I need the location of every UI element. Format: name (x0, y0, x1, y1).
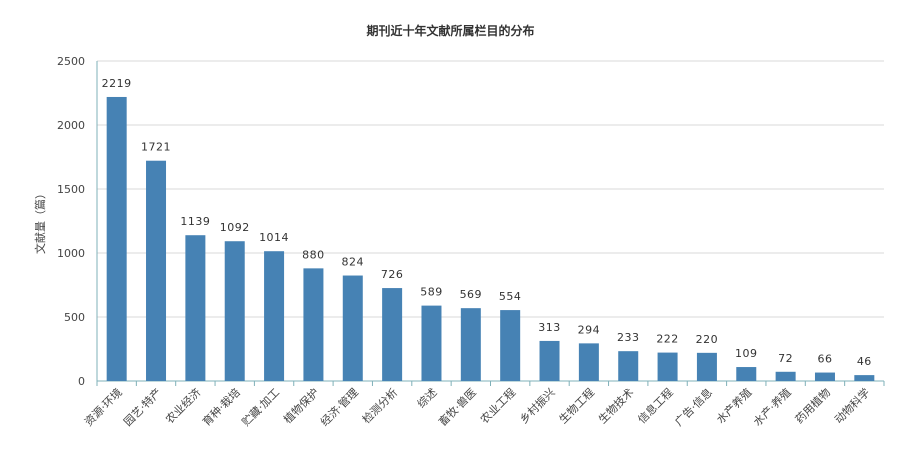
bar[interactable] (696, 352, 717, 381)
x-tick-label: 广告·信息 (672, 385, 715, 428)
data-label: 1014 (259, 231, 289, 244)
x-tick-label: 生物工程 (556, 385, 597, 426)
x-tick-label: 植物保护 (281, 385, 322, 426)
bar[interactable] (342, 275, 363, 381)
chart-title: 期刊近十年文献所属栏目的分布 (366, 24, 535, 38)
bar[interactable] (185, 235, 206, 381)
x-tick-label: 农业经济 (162, 385, 203, 426)
bar[interactable] (106, 96, 127, 381)
data-label: 569 (460, 288, 483, 301)
data-label: 233 (617, 331, 640, 344)
bar[interactable] (854, 375, 875, 381)
data-label: 109 (735, 347, 758, 360)
x-tick-label: 信息工程 (635, 385, 676, 426)
data-label: 72 (778, 352, 793, 365)
x-tick-label: 乡村振兴 (517, 385, 558, 426)
x-tick-label: 水产养殖 (713, 385, 754, 426)
bar[interactable] (303, 268, 324, 381)
data-label: 880 (302, 248, 325, 261)
bar[interactable] (146, 160, 167, 381)
bar[interactable] (224, 241, 245, 381)
x-tick-label: 资源·环境 (81, 385, 124, 428)
bar[interactable] (500, 310, 521, 381)
bar[interactable] (264, 251, 285, 381)
x-tick-label: 综述 (414, 385, 439, 410)
x-tick-label: 水产·养殖 (750, 385, 793, 428)
bar[interactable] (539, 340, 560, 381)
bar[interactable] (775, 371, 796, 381)
y-tick-label: 1500 (57, 183, 85, 196)
data-label: 222 (656, 333, 679, 346)
y-tick-label: 500 (64, 311, 85, 324)
data-label: 824 (342, 256, 365, 269)
x-tick-label: 畜牧·兽医 (435, 385, 478, 428)
data-label: 726 (381, 268, 404, 281)
data-label: 46 (857, 355, 872, 368)
y-tick-label: 1000 (57, 247, 85, 260)
bar[interactable] (460, 308, 481, 381)
x-tick-label: 生物技术 (595, 385, 636, 426)
x-tick-label: 药用植物 (792, 385, 833, 426)
data-label: 1092 (220, 221, 250, 234)
bar[interactable] (578, 343, 599, 381)
y-tick-label: 2000 (57, 119, 85, 132)
data-label: 66 (817, 353, 832, 366)
data-label: 589 (420, 286, 443, 299)
y-axis-title: 文献量（篇） (33, 188, 47, 254)
y-tick-label: 0 (78, 375, 85, 388)
data-label: 1139 (180, 215, 210, 228)
bar[interactable] (736, 367, 757, 381)
data-label: 2219 (102, 77, 132, 90)
data-label: 220 (696, 333, 719, 346)
bar[interactable] (657, 352, 678, 381)
x-tick-label: 检测分析 (359, 385, 400, 426)
bar[interactable] (421, 305, 442, 381)
bar[interactable] (814, 372, 835, 381)
x-tick-label: 动物科学 (831, 385, 872, 426)
data-label: 294 (578, 323, 601, 336)
bar[interactable] (382, 288, 403, 381)
x-tick-label: 贮藏·加工 (239, 386, 282, 429)
x-tick-label: 农业工程 (477, 385, 518, 426)
x-tick-label: 经济·管理 (317, 385, 360, 428)
x-tick-label: 育种·栽培 (199, 385, 242, 428)
data-label: 1721 (141, 141, 171, 154)
data-label: 313 (538, 321, 561, 334)
bar[interactable] (618, 351, 639, 381)
data-label: 554 (499, 290, 522, 303)
x-tick-label: 园艺·特产 (121, 385, 164, 428)
y-tick-label: 2500 (57, 55, 85, 68)
